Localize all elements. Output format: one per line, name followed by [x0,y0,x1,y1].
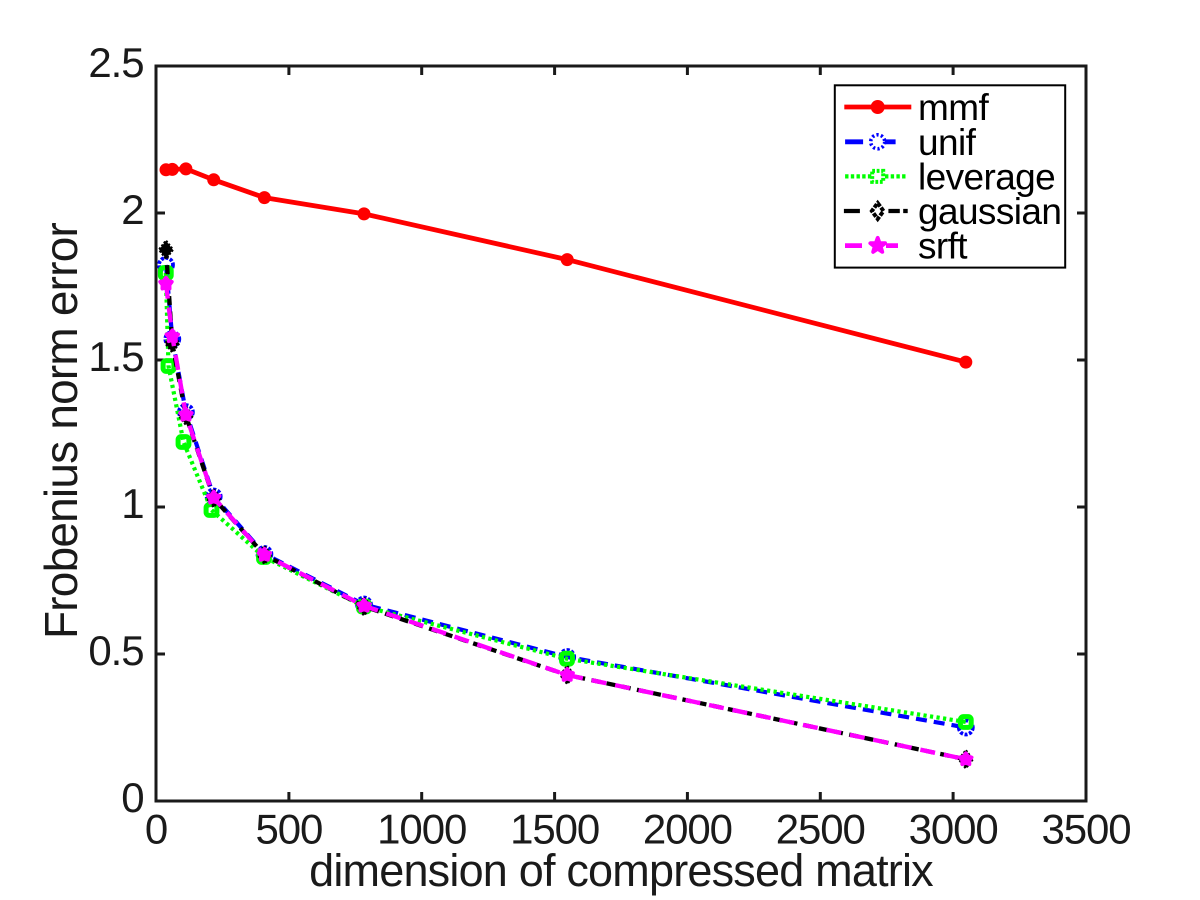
svg-text:2.5: 2.5 [88,39,143,86]
svg-text:500: 500 [256,806,323,853]
svg-text:unif: unif [918,122,977,163]
svg-text:srft: srft [918,226,968,267]
svg-text:1000: 1000 [377,806,466,853]
svg-text:3500: 3500 [1041,806,1130,853]
svg-text:dimension of compressed matrix: dimension of compressed matrix [309,845,934,896]
svg-text:Frobenius norm error: Frobenius norm error [35,223,87,640]
svg-text:3000: 3000 [909,806,998,853]
svg-text:2500: 2500 [776,806,865,853]
svg-text:1: 1 [121,480,143,527]
svg-text:0: 0 [121,774,143,821]
svg-text:0.5: 0.5 [88,627,143,674]
svg-text:2: 2 [121,186,143,233]
svg-text:mmf: mmf [918,87,989,128]
svg-text:2000: 2000 [643,806,732,853]
svg-text:1.5: 1.5 [88,333,143,380]
svg-text:gaussian: gaussian [918,191,1061,232]
svg-text:0: 0 [145,806,167,853]
svg-text:1500: 1500 [510,806,599,853]
svg-text:leverage: leverage [918,156,1055,197]
